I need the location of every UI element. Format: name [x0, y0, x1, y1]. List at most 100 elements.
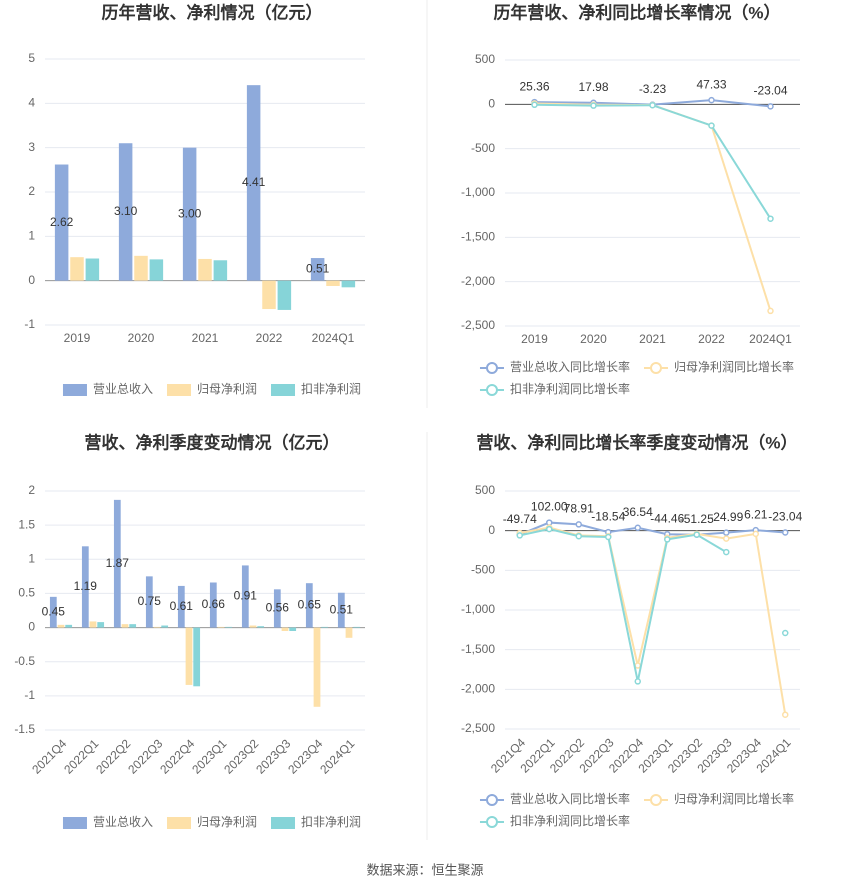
legend-marker — [62, 384, 87, 396]
bar — [89, 621, 97, 628]
y-tick-label: 3 — [28, 140, 35, 154]
point — [575, 521, 582, 528]
legend-label: 扣非净利润 — [301, 815, 361, 829]
bar — [209, 582, 217, 628]
y-tick-label: -2,500 — [461, 721, 495, 735]
point — [723, 535, 730, 542]
data-label: 0.65 — [298, 598, 322, 612]
x-tick-label: 2024Q1 — [749, 332, 792, 346]
legend-marker — [485, 362, 498, 374]
bar — [85, 258, 100, 281]
bar — [257, 626, 265, 628]
legend-label: 归母净利润 — [197, 382, 257, 396]
x-tick-label: 2023Q1 — [189, 736, 229, 776]
legend-label: 扣非净利润 — [301, 382, 361, 396]
bar — [129, 624, 137, 628]
y-tick-label: -2,500 — [461, 318, 495, 332]
point — [634, 662, 641, 669]
bar — [193, 627, 201, 687]
point — [634, 678, 641, 685]
legend-marker — [62, 817, 87, 829]
y-tick-label: -1,500 — [461, 230, 495, 244]
bar — [121, 624, 129, 628]
data-label: -51.25 — [680, 512, 714, 526]
data-label: 0.61 — [170, 599, 194, 613]
bar — [310, 258, 325, 281]
y-tick-label: 0 — [28, 273, 35, 287]
data-label: -44.46 — [650, 511, 684, 525]
data-label: -18.54 — [591, 509, 625, 523]
bar — [113, 499, 121, 628]
source-note: 数据来源：恒生聚源 — [366, 862, 483, 877]
legend-marker — [166, 384, 191, 396]
legend-item: 营业总收入 — [62, 382, 153, 396]
y-tick-label: 0.5 — [18, 586, 35, 600]
x-tick-label: 2021 — [639, 332, 666, 346]
data-label: 0.91 — [234, 589, 258, 603]
bar — [241, 565, 249, 628]
legend-item: 归母净利润 — [166, 815, 257, 829]
bar — [57, 624, 65, 628]
point — [723, 529, 730, 536]
data-label: 1.19 — [74, 579, 98, 593]
point — [782, 629, 789, 637]
legend-label: 营业总收入同比增长率 — [510, 359, 630, 374]
data-label: 102.00 — [531, 500, 568, 514]
x-tick-label: 2023Q2 — [221, 736, 261, 776]
series-line — [534, 102, 772, 312]
legend-item: 营业总收入同比增长率 — [479, 359, 630, 374]
legend-item: 扣非净利润 — [271, 815, 361, 829]
data-label: 6.21 — [744, 507, 768, 521]
legend-label: 归母净利润同比增长率 — [674, 791, 794, 806]
point — [708, 96, 715, 104]
y-tick-label: 1 — [28, 551, 35, 565]
point — [649, 101, 656, 109]
data-label: -49.74 — [503, 512, 537, 526]
y-tick-label: -0.5 — [14, 654, 35, 668]
point — [605, 533, 612, 541]
x-tick-label: 2019 — [64, 331, 91, 345]
bar — [81, 546, 89, 628]
bar — [213, 260, 228, 281]
x-tick-label: 2021Q4 — [29, 736, 69, 776]
data-label: -23.04 — [768, 510, 802, 524]
legend-marker — [650, 362, 662, 374]
point — [634, 524, 641, 532]
data-label: 47.33 — [696, 77, 726, 91]
chart-title: 营收、净利同比增长率季度变动情况（%） — [476, 432, 797, 452]
x-tick-label: 2020 — [580, 332, 607, 346]
y-tick-label: -500 — [471, 141, 495, 155]
point — [767, 215, 774, 222]
bar — [70, 257, 84, 281]
bar — [65, 624, 73, 628]
data-label: 0.51 — [330, 602, 354, 616]
data-label: 1.87 — [106, 556, 130, 570]
y-tick-label: -1,500 — [461, 642, 495, 656]
data-label: -23.04 — [753, 84, 787, 98]
y-tick-label: -1 — [24, 688, 35, 702]
point — [664, 536, 671, 543]
x-tick-label: 2022 — [256, 331, 283, 345]
legend-item: 营业总收入同比增长率 — [479, 791, 630, 806]
data-label: -24.99 — [709, 510, 743, 524]
bar — [313, 627, 321, 707]
point — [575, 532, 582, 540]
y-tick-label: -1.5 — [14, 722, 35, 736]
point — [767, 103, 774, 110]
point — [590, 102, 597, 109]
y-tick-label: 1 — [28, 229, 35, 243]
point — [516, 532, 523, 539]
point — [531, 101, 538, 109]
bar — [153, 626, 161, 628]
point — [546, 525, 553, 533]
y-tick-label: -1,000 — [461, 602, 495, 616]
x-tick-label: 2019 — [521, 332, 548, 346]
x-tick-label: 2022Q1 — [61, 736, 101, 776]
legend-marker — [485, 384, 498, 396]
x-tick-label: 2024Q1 — [317, 736, 357, 776]
x-tick-label: 2022Q2 — [93, 736, 133, 776]
bar — [182, 147, 197, 281]
data-label: 36.54 — [623, 505, 653, 519]
x-tick-label: 2023Q4 — [285, 736, 325, 776]
data-label: 78.91 — [564, 502, 594, 516]
